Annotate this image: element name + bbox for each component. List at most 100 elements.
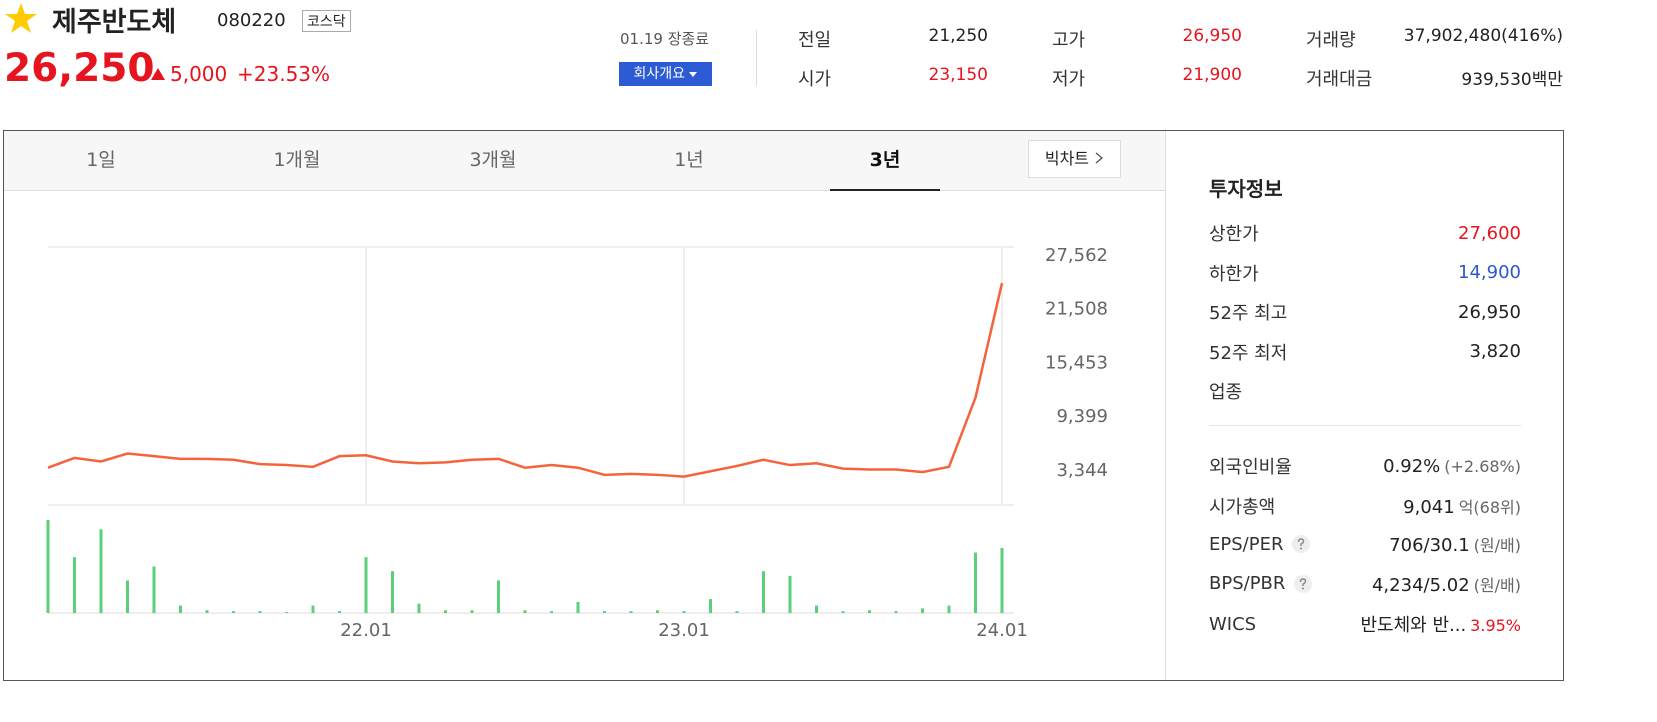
invest-row: 업종 [1209,378,1521,404]
invest-label: 상한가 [1209,224,1259,245]
summary-value: 26,950 [1183,26,1242,46]
volume-bar [311,605,315,613]
y-tick-label: 27,562 [1045,245,1108,266]
bigchart-label: 빅차트 [1044,149,1090,168]
invest-value-wrap: 27,600 [1458,223,1521,244]
x-tick-label: 23.01 [658,620,710,641]
chart-box [3,130,1564,681]
volume-bar [947,605,951,613]
y-tick-label: 3,344 [1056,460,1108,481]
invest-label: WICS [1209,613,1257,635]
invest-value-wrap: 9,041 억(68위) [1403,494,1521,518]
current-price: 26,250 [4,46,155,91]
y-tick-label: 21,508 [1045,299,1108,320]
summary-number: 21,250 [928,26,988,46]
volume-bar [815,605,818,613]
invest-value: 4,234/5.02 [1371,574,1470,596]
period-tab[interactable]: 3개월 [469,149,517,171]
invest-row: 상한가 27,600 [1209,220,1521,246]
invest-value-wrap: 26,950 [1458,302,1521,323]
price-line [47,282,1004,478]
invest-label-wrap: 52주 최고 [1209,299,1287,325]
up-arrow [151,68,165,80]
separator [756,30,757,86]
summary-value: 37,902,480(416%) [1404,26,1563,46]
invest-value-wrap: 4,234/5.02 (원/배) [1372,572,1521,596]
invest-separator [1209,425,1521,426]
invest-label-wrap: 외국인비율 [1209,453,1292,479]
invest-label-wrap: BPS/PBR [1209,573,1313,594]
volume-bar [46,520,50,613]
volume-bar [550,611,553,613]
period-tab[interactable]: 1년 [674,149,704,171]
invest-value: 반도체와 반... [1360,615,1467,636]
help-icon[interactable] [1291,534,1311,554]
invest-label-wrap: 52주 최저 [1209,339,1287,365]
invest-row: BPS/PBR 4,234/5.02 (원/배) [1209,572,1521,596]
volume-bar [868,610,871,613]
invest-value-wrap: 3,820 [1469,341,1521,362]
invest-row: 하한가 14,900 [1209,260,1521,286]
invest-row: 52주 최고 26,950 [1209,299,1521,325]
volume-bar [762,571,765,613]
invest-value-wrap: 706/30.1 (원/배) [1389,532,1521,556]
volume-bar [285,612,288,613]
invest-row: EPS/PER 706/30.1 (원/배) [1209,532,1521,557]
volume-bar [497,580,500,613]
stock-code: 080220 [217,10,286,31]
market-badge: 코스닥 [302,10,351,32]
summary-label: 거래대금 [1306,69,1373,90]
summary-value: 21,250 [929,26,988,46]
volume-bar [523,610,527,613]
x-tick-label: 24.01 [976,620,1028,641]
y-tick-label: 9,399 [1056,406,1108,427]
invest-title: 투자정보 [1209,177,1283,201]
summary-unit: 백만 [1531,70,1563,90]
market-date: 01.19 장종료 [620,30,710,48]
price-change: 5,000 [170,62,228,86]
company-button[interactable]: 회사개요 [619,62,712,86]
invest-note: (원/배) [1473,536,1521,555]
invest-label-wrap: 업종 [1209,378,1242,404]
help-icon[interactable] [1293,574,1313,594]
invest-label: 업종 [1209,382,1243,403]
volume-bar [444,610,447,613]
invest-label-wrap: 시가총액 [1209,493,1275,519]
invest-row: 외국인비율 0.92% (+2.68%) [1209,453,1521,479]
invest-value: 26,950 [1458,301,1521,323]
invest-label-wrap: EPS/PER [1209,534,1311,555]
period-tab[interactable]: 1일 [86,149,116,171]
stock-name: 제주반도체 [52,7,177,38]
invest-label-wrap: 상한가 [1209,220,1259,246]
volume-bar [841,611,845,613]
volume-bar [179,605,182,613]
invest-value: 14,900 [1458,262,1521,283]
summary-label: 시가 [798,69,832,90]
x-tick-label: 22.01 [340,620,392,641]
volume-bar [391,571,394,613]
period-tab[interactable]: 1개월 [273,149,321,171]
volume-bar [338,611,341,613]
favorite-star[interactable] [4,2,38,34]
panel-divider [1165,131,1166,680]
y-tick-label: 15,453 [1045,352,1108,373]
volume-bar [417,603,421,613]
invest-note: 억(68위) [1458,497,1521,517]
invest-value: 706/30.1 [1389,535,1470,556]
volume-bar [126,580,129,613]
invest-row: 52주 최저 3,820 [1209,339,1521,365]
volume-bar [99,529,103,613]
invest-label: EPS/PER [1209,533,1284,555]
invest-note: 3.95% [1470,616,1521,635]
volume-bar [788,575,792,613]
period-tab[interactable]: 3년 [830,131,940,191]
volume-bar [1000,547,1004,613]
invest-label-wrap: 하한가 [1209,260,1259,286]
summary-number: 26,950 [1182,26,1242,46]
invest-note: (원/배) [1473,575,1521,595]
bigchart-button[interactable]: 빅차트 [1028,140,1121,178]
summary-number: 21,900 [1182,65,1242,85]
invest-label-wrap: WICS [1209,614,1256,635]
invest-label: 52주 최고 [1209,303,1288,324]
